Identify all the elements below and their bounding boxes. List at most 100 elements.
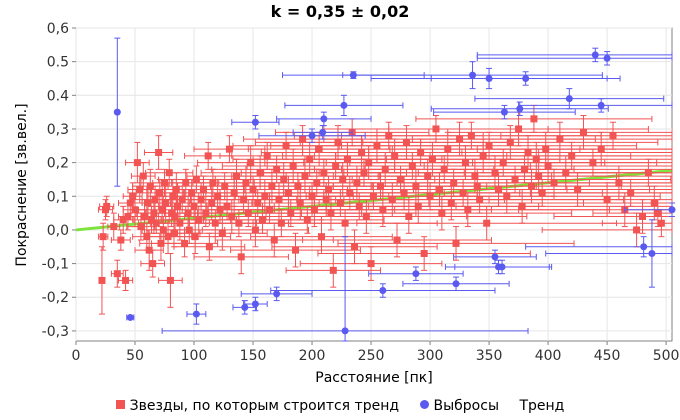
- outlier-point: [368, 266, 464, 281]
- data-point-square: [137, 223, 145, 231]
- data-point-square: [644, 169, 652, 177]
- outlier-point: [258, 128, 366, 143]
- outlier-point: [232, 300, 258, 315]
- trend-star-point: [476, 131, 673, 167]
- outlier-point: [276, 111, 372, 127]
- trend-star-point: [158, 252, 183, 308]
- data-point-circle: [273, 290, 281, 298]
- trend-star-point: [130, 162, 156, 191]
- data-point-square: [597, 145, 605, 153]
- trend-star-point: [462, 148, 673, 177]
- trend-star-point: [97, 222, 109, 251]
- trend-star-point: [250, 219, 393, 254]
- data-point-square: [131, 206, 139, 214]
- data-point-square: [99, 233, 107, 241]
- x-tick-label: 500: [653, 348, 680, 364]
- data-point-square: [251, 226, 259, 234]
- trend-star-point: [98, 246, 106, 315]
- y-tick-label: -0,2: [42, 290, 69, 306]
- data-point-square: [303, 216, 311, 224]
- data-point-square: [192, 175, 200, 183]
- y-tick-label: 0,1: [47, 189, 69, 205]
- data-point-square: [452, 239, 460, 247]
- data-point-square: [270, 236, 278, 244]
- trend-star-point: [140, 249, 166, 278]
- legend-label: Тренд: [519, 398, 565, 414]
- data-point-square: [589, 159, 597, 167]
- legend-label: Звезды, по которым строится тренд: [129, 398, 400, 414]
- data-point-square: [146, 182, 154, 190]
- data-point-square: [129, 192, 137, 200]
- data-point-square: [603, 196, 611, 204]
- data-point-square: [438, 209, 446, 217]
- data-point-circle: [591, 51, 599, 59]
- data-point-square: [98, 276, 106, 284]
- data-point-square: [148, 216, 156, 224]
- x-axis-label: Расстояние [пк]: [315, 370, 432, 386]
- outlier-point: [342, 61, 603, 90]
- data-point-square: [609, 132, 617, 140]
- data-point-square: [476, 196, 484, 204]
- outlier-point: [113, 37, 121, 187]
- data-point-square: [204, 152, 212, 160]
- data-point-square: [110, 223, 118, 231]
- legend-item-trend: Тренд: [519, 398, 564, 414]
- trend-star-point: [230, 232, 361, 268]
- data-point-square: [467, 132, 475, 140]
- data-point-square: [139, 172, 147, 180]
- trend-star-point: [145, 158, 194, 187]
- data-point-square: [393, 236, 401, 244]
- data-point-square: [556, 135, 564, 143]
- data-point-circle: [452, 280, 460, 288]
- outlier-point: [284, 94, 404, 117]
- data-point-square: [103, 202, 111, 210]
- x-tick-label: 100: [181, 348, 208, 364]
- data-point-circle: [320, 115, 328, 123]
- data-point-square: [503, 192, 511, 200]
- x-tick-label: 300: [417, 348, 444, 364]
- data-point-square: [136, 186, 144, 194]
- data-point-circle: [126, 313, 134, 321]
- data-point-square: [574, 186, 582, 194]
- outlier-point: [430, 71, 621, 86]
- data-point-square: [113, 270, 121, 278]
- data-point-square: [171, 212, 179, 220]
- data-point-circle: [491, 253, 499, 261]
- data-point-square: [367, 260, 375, 268]
- data-point-circle: [640, 243, 648, 251]
- data-point-square: [140, 212, 148, 220]
- y-tick-label: 0.5: [47, 55, 69, 71]
- data-point-square: [165, 169, 173, 177]
- outlier-point: [624, 202, 676, 217]
- data-point-square: [405, 212, 413, 220]
- data-point-circle: [251, 118, 259, 126]
- data-point-circle: [469, 71, 477, 79]
- axis-ticks: 0 50 100 150 200 250 300 350 400 450 500 0,6 0.5 0.4 0…: [42, 21, 680, 364]
- data-point-square: [133, 159, 141, 167]
- trend-star-point: [565, 158, 673, 187]
- data-point-square: [515, 125, 523, 133]
- data-point-square: [247, 159, 255, 167]
- data-point-square: [228, 212, 236, 220]
- data-point-square: [155, 149, 163, 157]
- data-point-square: [615, 179, 623, 187]
- data-point-square: [524, 149, 532, 157]
- outlier-point: [453, 249, 537, 265]
- trend-star-point: [122, 192, 148, 228]
- data-point-square: [292, 246, 300, 254]
- x-tick-label: 350: [476, 348, 503, 364]
- x-tick-label: 250: [358, 348, 385, 364]
- data-point-square: [149, 260, 157, 268]
- data-point-circle: [341, 327, 349, 335]
- data-point-circle: [522, 74, 530, 82]
- outlier-point: [454, 259, 550, 275]
- data-point-square: [191, 233, 199, 241]
- data-point-circle: [565, 95, 573, 103]
- outlier-point: [545, 219, 673, 288]
- outlier-point: [243, 296, 268, 312]
- data-point-square: [299, 135, 307, 143]
- data-point-square: [650, 199, 658, 207]
- legend: Звезды, по которым строится тренд Выброс…: [0, 398, 680, 414]
- data-point-square: [351, 243, 359, 251]
